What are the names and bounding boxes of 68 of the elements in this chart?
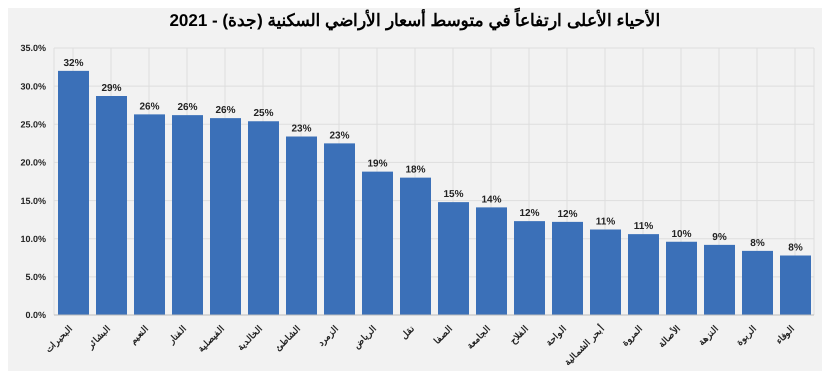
data-label: 14%: [481, 194, 502, 206]
bar: [286, 136, 317, 315]
bar: [666, 242, 697, 315]
data-label: 23%: [291, 123, 312, 134]
x-tick-label: الشاطئ: [272, 323, 302, 354]
x-tick-label: الرياض: [352, 323, 380, 351]
y-tick-label: 0.0%: [25, 310, 46, 320]
x-tick-label: الفلاح: [508, 323, 532, 347]
data-label: 10%: [671, 228, 692, 240]
data-label: 23%: [329, 130, 350, 142]
data-label: 15%: [443, 189, 464, 200]
x-tick-label: الزمرد: [316, 323, 342, 349]
bar: [742, 250, 773, 315]
chart-title: الأحياء الأعلى ارتفاعاً في متوسط أسعار الأراضي السكنية (جدة) - 2021: [168, 8, 662, 32]
bar: [514, 221, 545, 315]
x-tick-label: الصفا: [432, 323, 454, 346]
data-label: 11%: [634, 221, 654, 232]
data-label: 18%: [405, 164, 426, 176]
y-tick-label: 25.0%: [20, 119, 46, 130]
bar: [704, 244, 735, 315]
y-tick-label: 5.0%: [25, 272, 46, 282]
bar: [590, 230, 621, 315]
data-label: 26%: [139, 101, 160, 112]
y-tick-label: 30.0%: [20, 81, 46, 92]
data-label: 29%: [101, 83, 122, 94]
data-label: 12%: [557, 208, 578, 220]
y-tick-label: 35.0%: [20, 43, 46, 54]
data-label: 8%: [750, 238, 765, 249]
bar: [400, 178, 431, 315]
x-tick-label: البحيرات: [43, 323, 76, 356]
data-label: 32%: [63, 58, 84, 69]
bar: [628, 234, 659, 315]
bar: [476, 207, 507, 315]
bar: [210, 118, 241, 315]
data-label: 9%: [712, 232, 727, 243]
x-tick-label: الربوة: [734, 323, 760, 348]
bar: [780, 255, 811, 315]
data-label: 25%: [253, 108, 274, 120]
y-tick-label: 10.0%: [20, 234, 46, 244]
x-tick-label: المروة: [620, 323, 646, 349]
bar: [362, 172, 393, 315]
x-tick-label: نقل: [398, 323, 416, 342]
bar: [552, 222, 583, 315]
data-label: 8%: [788, 242, 803, 254]
data-label: 26%: [215, 105, 236, 116]
data-label: 26%: [177, 102, 198, 114]
x-tick-label: البشائر: [84, 323, 114, 352]
bar: [324, 143, 355, 315]
data-label: 19%: [367, 158, 388, 170]
x-tick-label: الأصالة: [656, 322, 682, 350]
x-tick-label: النزهة: [696, 323, 722, 348]
bar: [134, 114, 165, 315]
bar: [438, 202, 469, 315]
x-tick-label: النعيم: [128, 323, 152, 347]
bar: [96, 96, 127, 315]
bar: [58, 70, 89, 315]
data-label: 11%: [596, 216, 616, 228]
y-tick-label: 15.0%: [20, 196, 46, 206]
x-tick-label: الفيصلية: [196, 323, 226, 354]
x-tick-label: الجامعة: [464, 323, 492, 351]
data-label: 12%: [519, 208, 540, 220]
y-tick-label: 20.0%: [20, 158, 46, 168]
bar: [248, 121, 279, 315]
x-tick-label: الوفاء: [774, 323, 798, 347]
bar: [172, 115, 203, 315]
x-tick-label: الفنار: [166, 323, 190, 347]
x-tick-label: الخالدية: [235, 323, 264, 352]
x-tick-label: الواحة: [544, 323, 570, 349]
